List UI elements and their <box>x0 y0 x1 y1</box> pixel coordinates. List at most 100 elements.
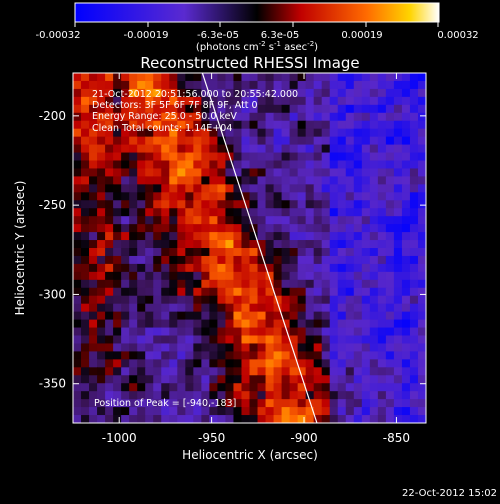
heat-cell <box>265 168 275 178</box>
heat-cell <box>265 287 275 297</box>
heat-cell <box>289 216 299 225</box>
heat-cell <box>153 80 162 90</box>
heat-cell <box>313 415 323 423</box>
heat-cell <box>81 184 90 193</box>
heat-cell <box>129 351 138 360</box>
heat-cell <box>105 160 114 170</box>
heat-cell <box>233 240 243 249</box>
heat-cell <box>265 136 275 146</box>
heat-cell <box>241 255 251 265</box>
heat-cell <box>353 120 363 130</box>
heat-cell <box>161 136 170 146</box>
heat-cell <box>409 168 419 178</box>
heat-cell <box>185 96 194 106</box>
heat-cell <box>209 359 219 368</box>
heat-cell <box>113 104 122 114</box>
heat-cell <box>233 359 243 368</box>
heat-cell <box>137 287 146 297</box>
heat-cell <box>201 327 210 337</box>
heat-cell <box>249 359 259 368</box>
heat-cell <box>89 279 98 289</box>
heat-cell <box>193 351 202 360</box>
heat-cell <box>177 415 186 423</box>
heat-cell <box>289 295 299 305</box>
heat-cell <box>121 335 130 345</box>
heat-cell <box>121 88 130 98</box>
heat-cell <box>193 311 202 321</box>
heat-cell <box>385 128 395 138</box>
heat-cell <box>305 184 315 193</box>
colorbar-tick-3: 6.3e-05 <box>261 30 299 41</box>
heat-cell <box>81 415 90 423</box>
heat-cell <box>305 287 315 297</box>
heat-cell <box>265 200 275 209</box>
heat-cell <box>417 168 426 178</box>
heat-cell <box>113 184 122 193</box>
heat-cell <box>409 232 419 241</box>
heat-cell <box>89 128 98 138</box>
heat-cell <box>97 271 106 281</box>
heat-cell <box>345 240 355 249</box>
heat-cell <box>241 80 251 90</box>
heat-cell <box>345 319 355 329</box>
heat-cell <box>185 232 194 241</box>
heat-cell <box>305 200 315 209</box>
heat-cell <box>153 192 162 201</box>
heat-cell <box>257 279 267 289</box>
heat-cell <box>217 415 227 423</box>
heat-cell <box>249 128 259 138</box>
x-tick-label-0: -1000 <box>102 431 137 445</box>
heat-cell <box>73 112 82 122</box>
heat-cell <box>417 311 426 321</box>
heat-cell <box>89 303 98 313</box>
heat-cell <box>321 112 331 122</box>
heat-cell <box>417 104 426 114</box>
heat-cell <box>289 248 299 257</box>
heat-cell <box>345 73 355 82</box>
heat-cell <box>281 232 291 241</box>
heat-cell <box>177 287 186 297</box>
heat-cell <box>369 73 379 82</box>
heat-cell <box>161 232 170 241</box>
heat-cell <box>177 192 186 201</box>
heat-cell <box>361 335 371 345</box>
heat-cell <box>393 192 403 201</box>
heat-cell <box>193 271 202 281</box>
heat-cell <box>97 120 106 130</box>
heat-cell <box>345 391 355 400</box>
heat-cell <box>281 319 291 329</box>
heat-cell <box>169 168 178 178</box>
heat-cell <box>337 391 347 400</box>
heat-cell <box>249 391 259 400</box>
heat-cell <box>73 367 82 376</box>
heat-cell <box>177 232 186 241</box>
heat-cell <box>137 128 146 138</box>
heat-cell <box>201 160 210 170</box>
heat-cell <box>297 240 307 249</box>
heat-cell <box>105 104 114 114</box>
heat-cell <box>401 120 411 130</box>
heat-cell <box>401 367 411 376</box>
heat-cell <box>185 208 194 217</box>
heat-cell <box>177 303 186 313</box>
heat-cell <box>377 88 387 98</box>
heat-cell <box>297 303 307 313</box>
heat-cell <box>321 295 331 305</box>
heat-cell <box>345 216 355 225</box>
heat-cell <box>193 359 202 368</box>
heat-cell <box>137 271 146 281</box>
heat-cell <box>353 303 363 313</box>
heat-cell <box>217 152 227 162</box>
heat-cell <box>289 327 299 337</box>
heat-cell <box>177 216 186 225</box>
heat-cell <box>393 343 403 353</box>
heat-cell <box>369 295 379 305</box>
heat-cell <box>153 391 162 400</box>
heat-cell <box>185 224 194 233</box>
heat-cell <box>265 335 275 345</box>
heat-cell <box>281 120 291 130</box>
heat-cell <box>265 375 275 384</box>
heat-cell <box>201 200 210 209</box>
heat-cell <box>321 335 331 345</box>
heat-cell <box>417 319 426 329</box>
